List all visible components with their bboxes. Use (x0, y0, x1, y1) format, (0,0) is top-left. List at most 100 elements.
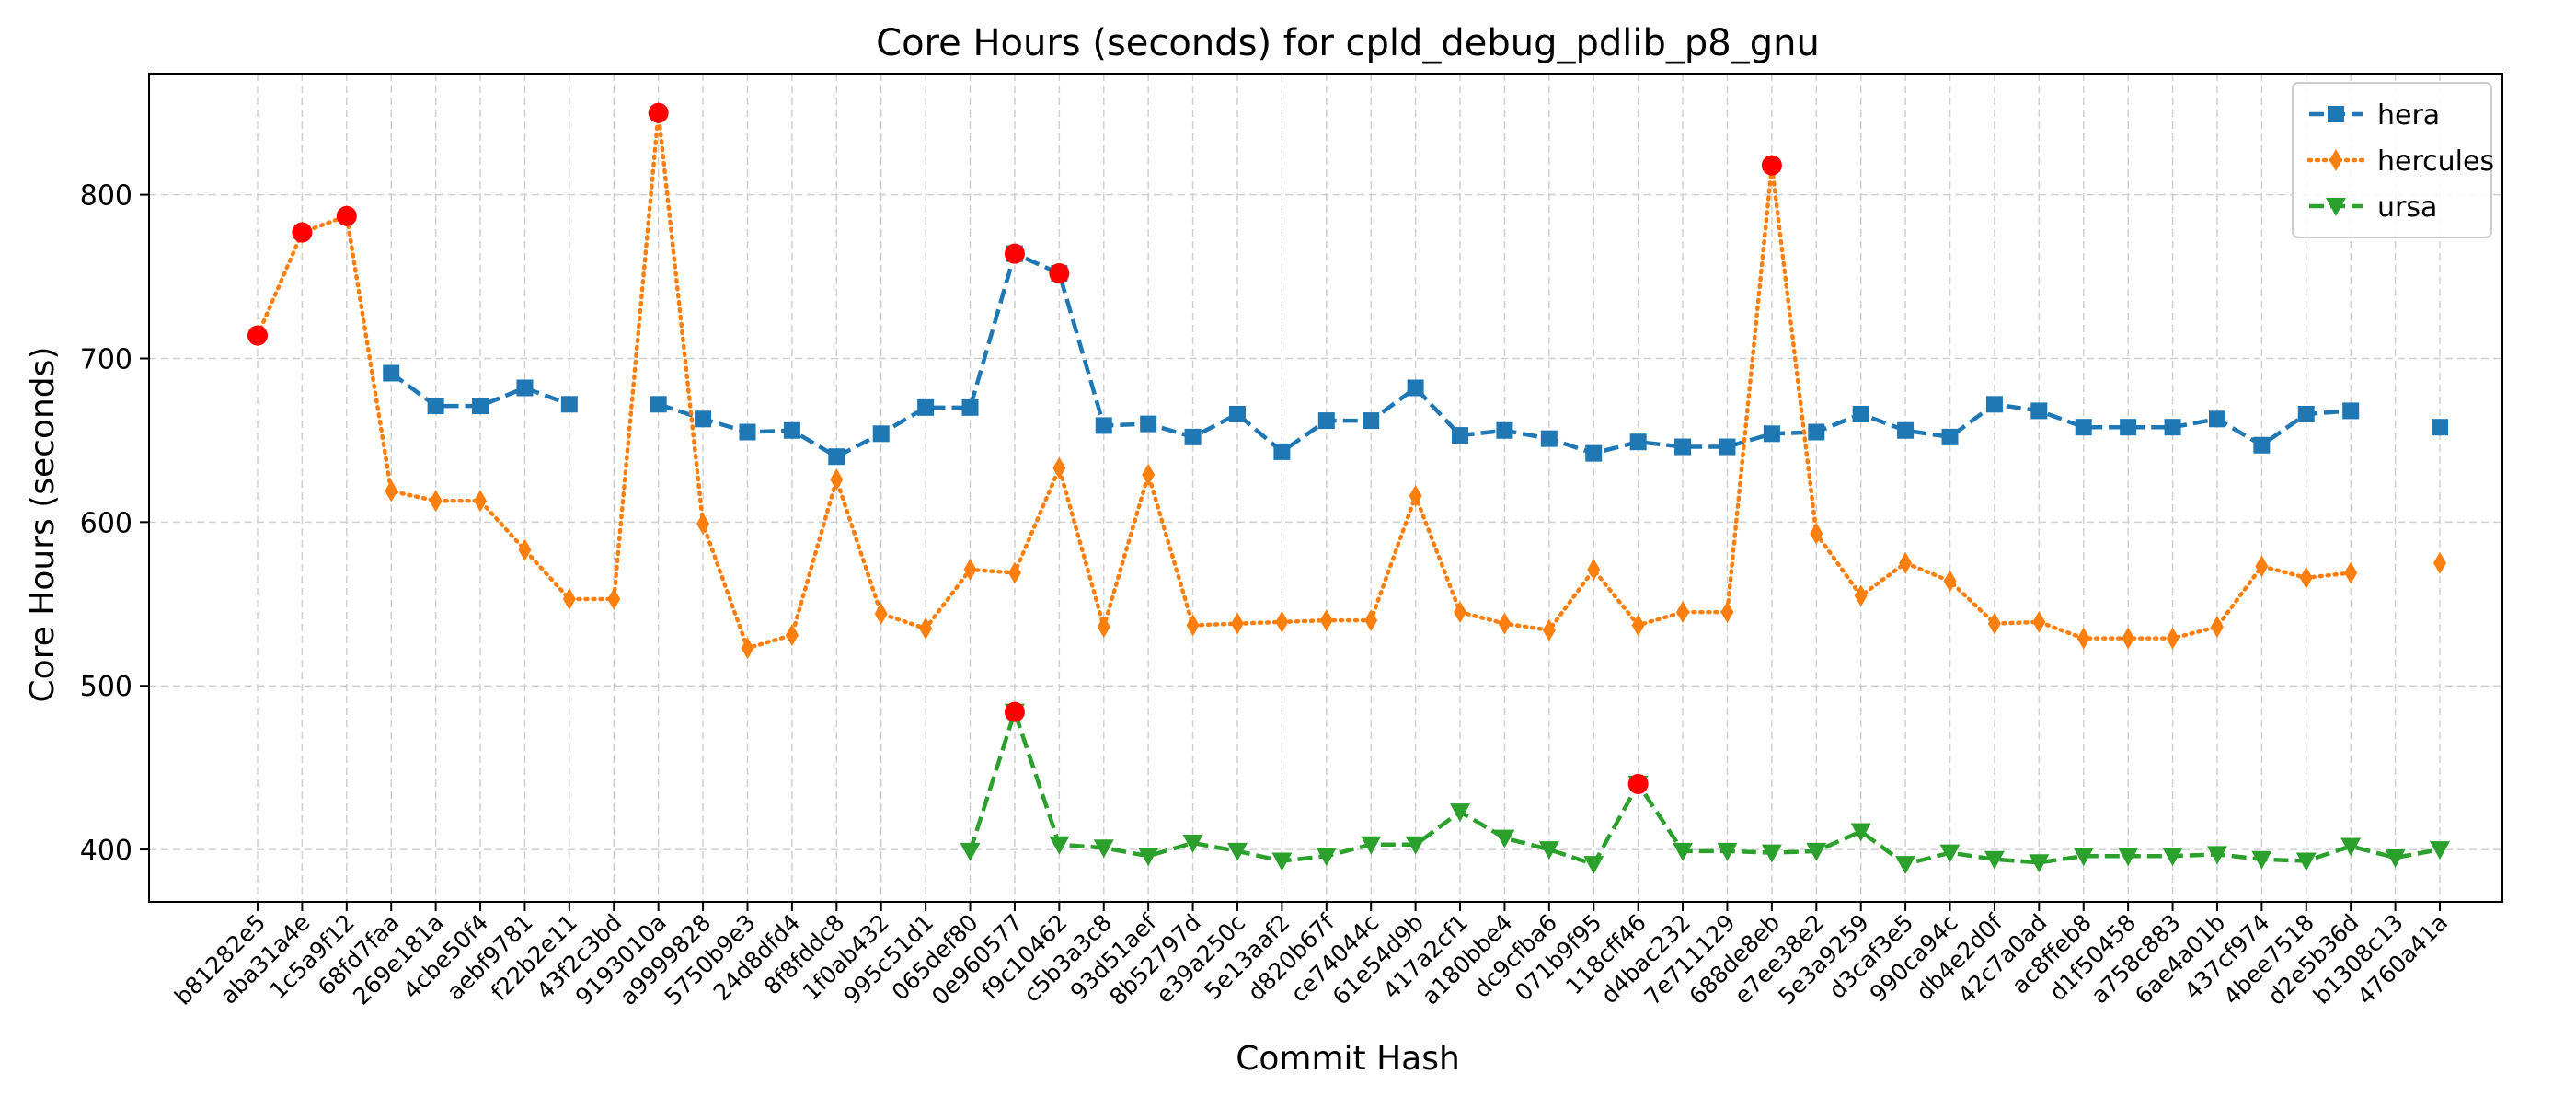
series-line-ursa (968, 710, 2441, 867)
data-point-hercules (1587, 558, 1601, 581)
data-point-hera (427, 398, 444, 415)
data-point-hera (1629, 433, 1647, 451)
data-point-hera (1184, 428, 1202, 445)
highlight-point (1004, 243, 1025, 264)
data-point-ursa (1538, 841, 1559, 860)
data-point-ursa (1717, 842, 1738, 861)
data-point-hera (1585, 444, 1603, 462)
data-point-hercules (741, 637, 754, 660)
data-point-hercules (830, 468, 844, 491)
data-point-hera (1808, 423, 1825, 441)
data-point-hercules (2344, 561, 2358, 584)
data-point-hercules (1987, 612, 2001, 635)
data-point-ursa (1494, 829, 1515, 848)
legend-marker-hera (2328, 106, 2344, 122)
data-point-hera (739, 423, 756, 441)
data-point-hera (1273, 443, 1291, 460)
data-point-hercules (2076, 627, 2090, 650)
data-point-hera (1941, 428, 1959, 445)
data-point-ursa (2162, 848, 2183, 867)
highlight-point (247, 325, 268, 346)
data-point-ursa (1761, 844, 1782, 863)
highlight-point (1004, 701, 1025, 722)
data-point-ursa (1984, 850, 2005, 870)
data-point-hercules (562, 587, 576, 610)
data-point-hercules (919, 617, 933, 640)
data-point-hera (2075, 419, 2092, 436)
data-point-hera (1496, 421, 1513, 439)
data-point-ursa (1361, 836, 1382, 855)
data-point-hera (1095, 417, 1112, 434)
data-point-hera (917, 398, 935, 416)
data-point-ursa (1850, 823, 1871, 842)
data-point-ursa (2340, 837, 2362, 857)
data-point-hercules (1007, 561, 1021, 584)
data-point-ursa (1049, 836, 1070, 855)
data-point-hercules (2122, 627, 2135, 650)
data-point-hera (1407, 379, 1424, 397)
data-point-ursa (2251, 850, 2272, 870)
data-point-hercules (1275, 610, 1289, 633)
data-point-hercules (1364, 609, 1378, 632)
plot-frame (148, 73, 2503, 903)
data-point-hera (2253, 436, 2271, 454)
data-point-ursa (2385, 848, 2406, 868)
data-point-hera (2342, 402, 2360, 420)
series-ursa (960, 703, 2450, 875)
data-point-ursa (960, 842, 981, 861)
data-point-ursa (1405, 836, 1426, 855)
data-point-ursa (2073, 848, 2094, 867)
data-point-hera (1140, 415, 1157, 433)
data-point-hercules (1097, 616, 1110, 639)
legend: hera hercules ursa (2292, 82, 2494, 238)
data-point-hercules (385, 479, 398, 502)
legend-label-ursa: ursa (2377, 191, 2437, 224)
data-point-hercules (474, 490, 488, 513)
highlight-point (1627, 773, 1649, 794)
data-point-ursa (1226, 842, 1248, 861)
data-point-hera (2297, 405, 2315, 422)
data-point-hera (1852, 405, 1869, 422)
data-point-hercules (1542, 618, 1556, 641)
data-point-ursa (2029, 854, 2050, 873)
data-point-hera (1363, 412, 1380, 430)
data-point-hera (560, 396, 578, 413)
data-point-ursa (1316, 848, 1337, 867)
y-tick-label: 500 (80, 671, 132, 703)
data-point-hercules (1409, 484, 1422, 507)
y-tick-label: 700 (80, 343, 132, 375)
data-point-hera (828, 448, 845, 466)
data-point-ursa (1806, 842, 1827, 861)
y-tick-label: 600 (80, 507, 132, 539)
data-point-hera (1540, 430, 1558, 447)
data-point-hercules (2210, 616, 2224, 639)
data-point-hercules (1676, 601, 1690, 624)
data-point-hera (472, 398, 489, 415)
data-point-hercules (1498, 612, 1512, 635)
x-axis: b81282e5aba31a4e1c5a9f1268fd7faa269e181a… (169, 902, 2453, 1010)
chart-title: Core Hours (seconds) for cpld_debug_pdli… (876, 22, 1820, 64)
data-point-hercules (1319, 609, 1333, 632)
data-point-hercules (2166, 627, 2179, 650)
data-point-hera (1452, 427, 1469, 444)
data-point-ursa (1895, 856, 1916, 875)
data-point-hercules (1720, 601, 1734, 624)
data-point-ursa (2430, 841, 2450, 860)
highlight-points (247, 102, 1782, 794)
data-point-hercules (1052, 456, 1066, 479)
data-point-hercules (785, 624, 799, 647)
data-point-hercules (2255, 555, 2269, 578)
data-point-hera (872, 425, 890, 443)
data-point-hera (1763, 425, 1780, 443)
legend-marker-hercules (2329, 149, 2342, 171)
data-point-ursa (2118, 848, 2139, 867)
highlight-point (1761, 155, 1782, 176)
data-point-ursa (1939, 844, 1961, 863)
legend-marker-ursa (2326, 198, 2346, 216)
legend-entry-hercules: hercules (2306, 145, 2494, 178)
highlight-point (292, 222, 313, 243)
legend-label-hercules: hercules (2377, 145, 2494, 178)
data-point-hercules (1454, 601, 1467, 624)
data-point-hercules (963, 558, 977, 581)
